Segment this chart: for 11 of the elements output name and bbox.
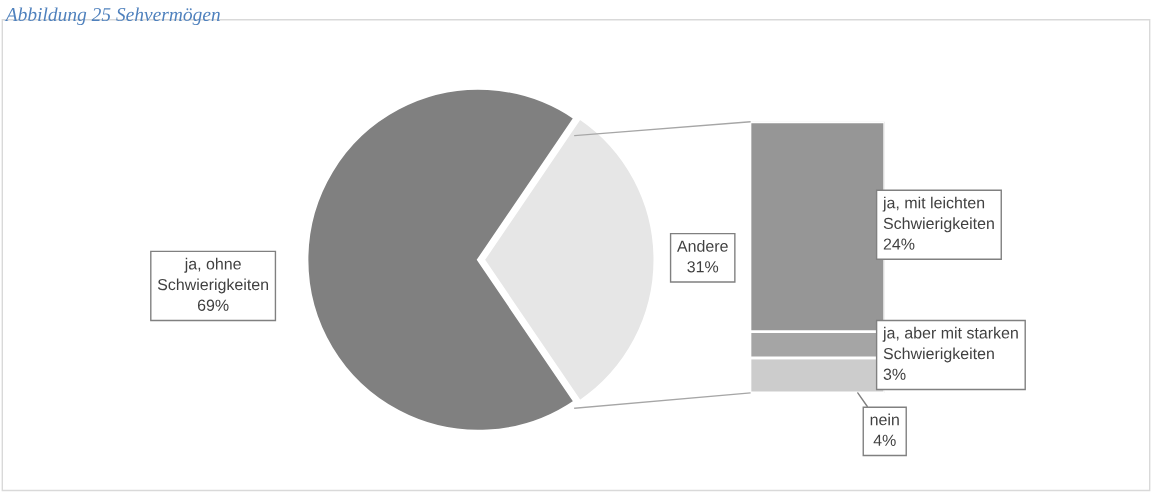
slice-label: Andere [677, 240, 728, 252]
chart-title: Abbildung 25 Sehvermögen [4, 7, 220, 26]
series-label: ja, mit leichten Schwierigkeiten [882, 196, 994, 233]
data-label: 24% [883, 238, 915, 250]
data-label: 31% [687, 261, 719, 273]
data-label: 3% [883, 368, 906, 380]
slice-label: ja, ohne Schwierigkeiten [157, 257, 269, 294]
data-label: 4% [873, 434, 896, 446]
data-label: 69% [197, 299, 229, 311]
series-label: ja, aber mit starken Schwierigkeiten [882, 326, 1018, 363]
series-label: nein [870, 413, 899, 426]
